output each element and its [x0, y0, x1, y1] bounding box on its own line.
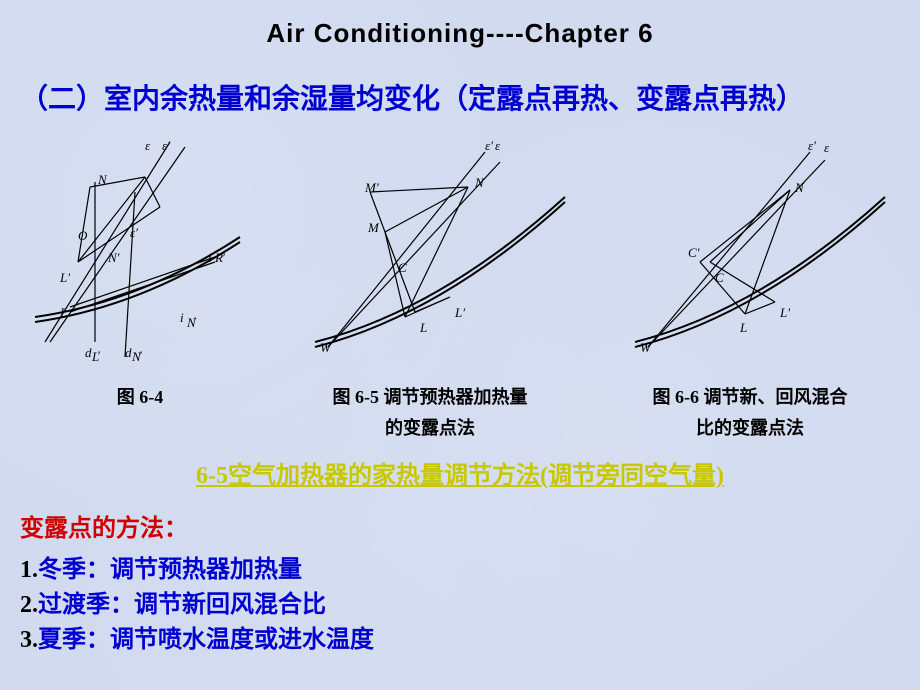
method-label: 变露点的方法： [0, 490, 920, 543]
svg-text:L: L [739, 320, 747, 335]
page-title: Air Conditioning----Chapter 6 [0, 0, 920, 49]
caption-6-4: 图 6-4 [30, 382, 250, 413]
caption-6-5-line2: 的变露点法 [385, 418, 475, 438]
diagrams-row: εε′NOε′N′L′LiR′iN′dL′dN′ ε′εM′MNCLL′W ε′… [0, 127, 920, 377]
section-6-5-heading: 6-5空气加热器的家热量调节方法(调节旁同空气量) [0, 443, 920, 490]
list-item: 1.冬季：调节预热器加热量 [20, 553, 920, 588]
list-item-number: 2. [20, 592, 38, 618]
diagram-svg: ε′ε M′ M N C L L′ W [290, 132, 570, 362]
svg-text:ε: ε [495, 138, 501, 153]
svg-text:L′: L′ [454, 305, 465, 320]
svg-text:ε′: ε′ [485, 138, 493, 153]
svg-text:C′: C′ [688, 245, 700, 260]
svg-text:L′: L′ [59, 270, 70, 285]
svg-text:L′: L′ [779, 305, 790, 320]
svg-text:′: ′ [193, 314, 196, 329]
svg-text:M′: M′ [364, 180, 379, 195]
svg-text:N: N [97, 172, 108, 187]
svg-text:d: d [85, 345, 92, 360]
list-item: 2.过渡季：调节新回风混合比 [20, 588, 920, 623]
svg-text:i: i [180, 310, 184, 325]
svg-text:L: L [59, 305, 67, 320]
svg-text:C: C [398, 260, 407, 275]
svg-text:N′: N′ [107, 250, 120, 265]
svg-text:′: ′ [97, 348, 100, 362]
diagram-6-5: ε′ε M′ M N C L L′ W [290, 132, 570, 362]
svg-text:W: W [320, 340, 332, 355]
svg-text:ε′: ε′ [130, 225, 138, 240]
svg-text:N: N [474, 175, 485, 190]
list-item: 3.夏季：调节喷水温度或进水温度 [20, 623, 920, 658]
list-item-text: 冬季：调节预热器加热量 [38, 557, 302, 583]
svg-text:N: N [794, 180, 805, 195]
svg-text:ε′: ε′ [162, 138, 170, 153]
captions-row: 图 6-4 图 6-5 调节预热器加热量 的变露点法 图 6-6 调节新、回风混… [0, 377, 920, 443]
svg-text:ε: ε [145, 138, 151, 153]
svg-text:d: d [125, 345, 132, 360]
caption-6-6-line1: 图 6-6 调节新、回风混合 [653, 387, 848, 407]
svg-text:ε′: ε′ [808, 138, 816, 153]
caption-6-5: 图 6-5 调节预热器加热量 的变露点法 [290, 382, 570, 443]
svg-text:W: W [640, 340, 652, 355]
diagram-svg: ε′ ε N C′ C L L′ W [610, 132, 890, 362]
caption-6-5-line1: 图 6-5 调节预热器加热量 [333, 387, 528, 407]
svg-text:′: ′ [139, 348, 142, 362]
caption-6-6-line2: 比的变露点法 [696, 418, 804, 438]
svg-text:M: M [367, 220, 380, 235]
diagram-6-4: εε′NOε′N′L′LiR′iN′dL′dN′ [30, 132, 250, 362]
svg-text:L: L [419, 320, 427, 335]
svg-text:ε: ε [824, 140, 830, 155]
svg-text:i: i [208, 250, 212, 265]
list-item-text: 夏季：调节喷水温度或进水温度 [38, 627, 374, 653]
method-list: 1.冬季：调节预热器加热量2.过渡季：调节新回风混合比3.夏季：调节喷水温度或进… [0, 543, 920, 657]
svg-text:O: O [78, 228, 88, 243]
svg-text:′: ′ [222, 250, 225, 265]
diagram-6-6: ε′ ε N C′ C L L′ W [610, 132, 890, 362]
section-subtitle: （二）室内余热量和余湿量均变化（定露点再热、变露点再热） [0, 49, 920, 127]
svg-text:C: C [715, 270, 724, 285]
list-item-number: 1. [20, 557, 38, 583]
caption-6-6: 图 6-6 调节新、回风混合 比的变露点法 [610, 382, 890, 443]
list-item-text: 过渡季：调节新回风混合比 [38, 592, 326, 618]
list-item-number: 3. [20, 627, 38, 653]
diagram-svg: εε′NOε′N′L′LiR′iN′dL′dN′ [30, 132, 250, 362]
